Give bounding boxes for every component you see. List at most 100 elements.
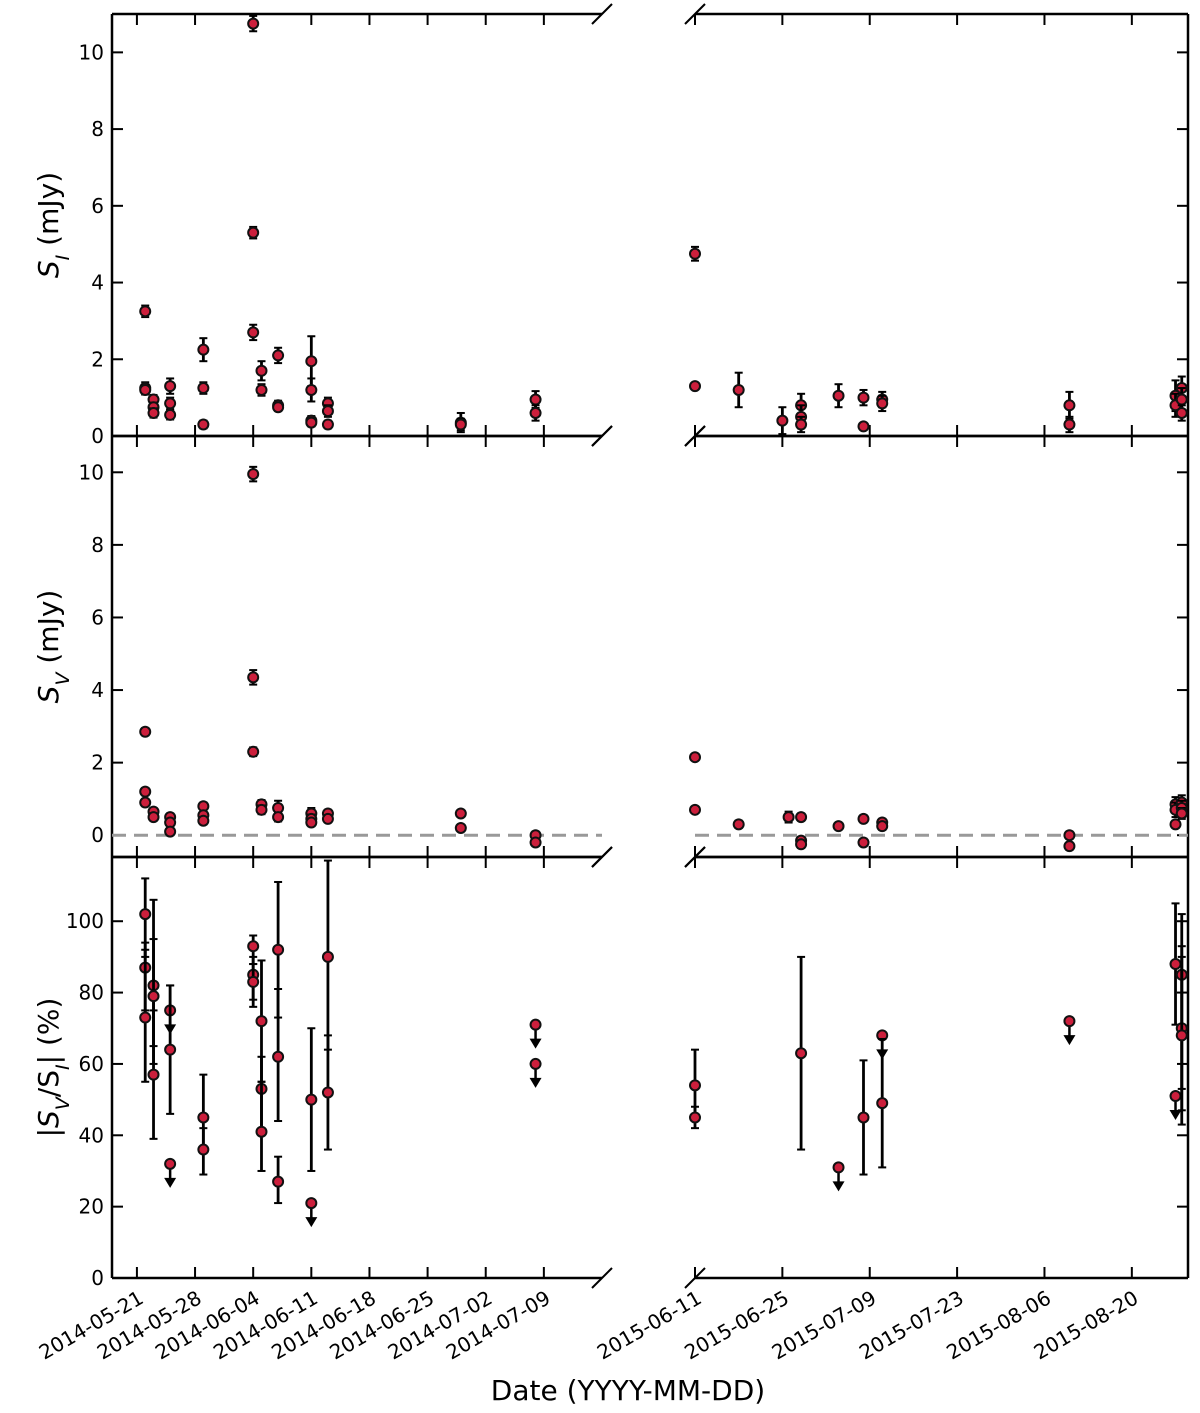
- y-tick-label: 4: [91, 271, 104, 295]
- data-point: [255, 383, 268, 397]
- data-marker: [164, 1157, 177, 1170]
- data-marker: [782, 811, 795, 824]
- data-point: [197, 381, 210, 395]
- data-marker: [197, 1111, 210, 1124]
- data-point: [857, 812, 870, 825]
- data-marker: [876, 1097, 889, 1110]
- data-point: [321, 404, 334, 418]
- data-marker: [197, 382, 210, 395]
- y-tick-label: 8: [91, 533, 104, 557]
- data-marker: [1175, 393, 1188, 406]
- data-point: [1175, 404, 1188, 422]
- data-point: [529, 1018, 542, 1049]
- data-marker: [255, 383, 268, 396]
- data-marker: [272, 349, 285, 362]
- data-marker: [454, 821, 467, 834]
- data-point: [454, 821, 467, 834]
- data-point: [1175, 807, 1188, 820]
- x-axis-label: Date (YYYY-MM-DD): [491, 1374, 765, 1407]
- data-point: [139, 725, 152, 738]
- data-marker: [857, 836, 870, 849]
- data-point: [139, 304, 152, 319]
- data-point: [1063, 1015, 1076, 1046]
- data-marker: [454, 807, 467, 820]
- data-marker: [321, 1086, 334, 1099]
- data-point: [1175, 955, 1188, 1126]
- y-tick-label: 60: [79, 1052, 104, 1076]
- data-marker: [255, 364, 268, 377]
- arrow-head: [832, 1181, 845, 1192]
- data-marker: [732, 383, 745, 396]
- data-marker: [139, 1011, 152, 1024]
- data-point: [139, 948, 152, 1083]
- data-marker: [247, 940, 260, 953]
- data-marker: [247, 975, 260, 988]
- data-marker: [147, 811, 160, 824]
- data-point: [255, 803, 268, 816]
- data-marker: [255, 1015, 268, 1028]
- data-point: [247, 745, 260, 758]
- data-point: [857, 836, 870, 849]
- break-mark-left-top: [591, 846, 613, 868]
- data-point: [876, 394, 889, 413]
- data-point: [272, 811, 285, 824]
- data-point: [139, 785, 152, 798]
- data-point: [776, 406, 789, 436]
- data-marker: [876, 397, 889, 410]
- data-marker: [147, 1068, 160, 1081]
- data-point: [689, 751, 701, 764]
- data-point: [247, 225, 260, 240]
- y-axis-label: SI (mJy): [32, 172, 74, 278]
- data-marker: [255, 1125, 268, 1138]
- y-tick-label: 40: [79, 1123, 104, 1147]
- y-tick-label: 20: [79, 1195, 104, 1219]
- data-marker: [795, 418, 808, 431]
- data-point: [321, 812, 334, 825]
- data-marker: [1175, 807, 1188, 820]
- data-point: [732, 371, 745, 409]
- data-point: [272, 401, 285, 414]
- data-marker: [139, 305, 152, 318]
- data-point: [247, 669, 260, 686]
- data-marker: [321, 405, 334, 418]
- data-point: [272, 988, 285, 1123]
- data-marker: [1175, 406, 1188, 419]
- data-point: [832, 1161, 845, 1192]
- data-point: [139, 796, 152, 809]
- data-point: [1063, 829, 1076, 842]
- arrow-head: [305, 1217, 318, 1228]
- data-marker: [1169, 818, 1182, 831]
- data-marker: [529, 393, 542, 406]
- panel-top: 0 2 4 6 8 10 SI (mJy): [32, 3, 1190, 448]
- data-point: [689, 803, 701, 816]
- arrow-head: [164, 1177, 177, 1188]
- data-marker: [795, 1047, 808, 1060]
- data-point: [305, 377, 318, 403]
- data-point: [247, 465, 260, 483]
- y-tick-label: 8: [91, 117, 104, 141]
- data-point: [1063, 415, 1076, 434]
- data-point: [305, 816, 318, 829]
- data-point: [164, 825, 177, 838]
- data-marker: [247, 468, 260, 481]
- data-marker: [272, 1050, 285, 1063]
- data-point: [795, 811, 808, 824]
- data-marker: [139, 796, 152, 809]
- data-marker: [255, 803, 268, 816]
- data-point: [321, 1034, 334, 1151]
- data-marker: [247, 671, 260, 684]
- y-tick-label: 2: [91, 751, 104, 775]
- data-point: [139, 383, 152, 396]
- data-marker: [876, 820, 889, 833]
- y-tick-label: 2: [91, 347, 104, 371]
- data-marker: [305, 383, 318, 396]
- data-marker: [305, 416, 318, 429]
- data-point: [529, 404, 542, 422]
- data-marker: [689, 751, 701, 764]
- data-point: [164, 408, 177, 421]
- data-point: [247, 14, 260, 33]
- data-point: [147, 1009, 160, 1140]
- panel-bottom: 0 20 40 60 80 100 |SV/SI| (%): [32, 846, 1190, 1290]
- data-point: [272, 346, 285, 365]
- data-marker: [139, 725, 152, 738]
